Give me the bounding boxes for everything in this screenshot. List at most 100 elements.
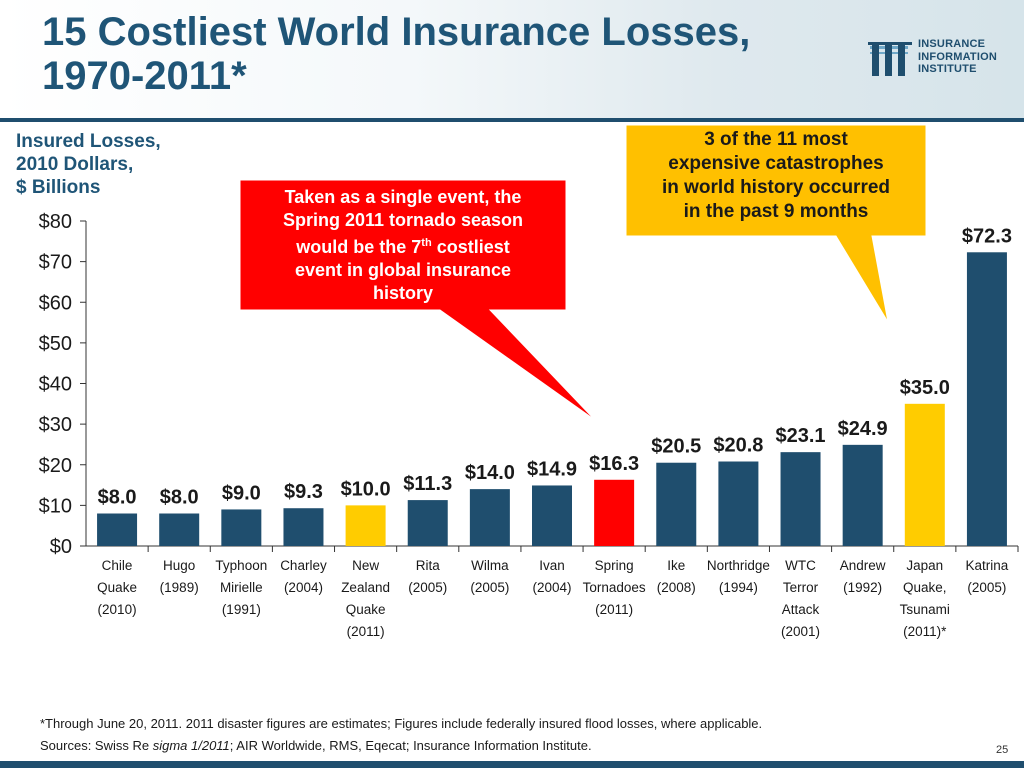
bar xyxy=(469,489,510,546)
y-tick-label: $10 xyxy=(39,495,72,517)
x-category-label: Typhoon xyxy=(215,558,267,573)
bottom-bar xyxy=(0,761,1024,768)
y-tick-label: $20 xyxy=(39,455,72,477)
bar-value-label: $20.5 xyxy=(651,436,701,458)
x-category-label: (2011) xyxy=(595,602,633,617)
bar xyxy=(283,508,324,546)
red-callout-line: history xyxy=(372,283,433,303)
red-callout-bubble xyxy=(239,179,596,421)
x-category-label: (2001) xyxy=(781,624,820,639)
footnote-text-part: ; AIR Worldwide, RMS, Eqecat; Insurance … xyxy=(229,738,592,753)
bar xyxy=(97,513,138,546)
logo-line-2: INFORMATION xyxy=(918,50,997,63)
y-tick-label: $80 xyxy=(39,211,72,233)
red-callout-line: event in global insurance xyxy=(294,260,512,280)
x-category-label: Mirielle xyxy=(220,580,263,595)
red-callout-shape xyxy=(239,179,596,421)
bar-value-label: $20.8 xyxy=(713,435,763,457)
x-category-label: Terror xyxy=(783,580,819,595)
bar-value-label: $8.0 xyxy=(98,487,137,509)
x-category-label: (2005) xyxy=(408,580,447,595)
logo-line-3: INSTITUTE xyxy=(918,63,977,75)
bar xyxy=(656,462,697,546)
y-axis-label-line: 2010 Dollars, xyxy=(16,154,134,175)
red-callout-line: Spring 2011 tornado season xyxy=(282,210,524,230)
bar xyxy=(966,252,1007,546)
y-tick-label: $60 xyxy=(39,292,72,314)
bar-value-label: $23.1 xyxy=(776,425,826,447)
bar-value-label: $8.0 xyxy=(160,487,199,509)
x-category-label: Andrew xyxy=(840,558,886,573)
x-category-label: (2011) xyxy=(347,624,385,639)
red-callout-superscript: th xyxy=(421,237,432,249)
y-axis-label-line: $ Billions xyxy=(16,177,101,198)
slide-title: 15 Costliest World Insurance Losses, 197… xyxy=(42,10,822,98)
x-category-label: New xyxy=(352,558,379,573)
x-category-label: Attack xyxy=(782,602,820,617)
red-callout-text: Taken as a single event, the Spring 2011… xyxy=(240,186,566,305)
bar-value-label: $72.3 xyxy=(962,225,1012,247)
x-category-label: Ike xyxy=(667,558,685,573)
y-tick-label: $30 xyxy=(39,414,72,436)
x-category-label: Japan xyxy=(906,558,943,573)
x-category-label: (2004) xyxy=(284,580,323,595)
x-category-label: Ivan xyxy=(539,558,565,573)
x-category-label: Quake, xyxy=(903,580,947,595)
x-category-label: (1994) xyxy=(719,580,758,595)
x-category-label: (1991) xyxy=(222,602,261,617)
y-tick-label: $40 xyxy=(39,374,72,396)
bar xyxy=(345,505,386,546)
x-category-label: Northridge xyxy=(707,558,770,573)
x-category-label: Katrina xyxy=(966,558,1009,573)
x-category-label: Tornadoes xyxy=(583,580,646,595)
x-category-label: (2010) xyxy=(98,602,137,617)
x-category-label: (2011)* xyxy=(903,624,947,639)
bar-value-label: $16.3 xyxy=(589,453,639,475)
yellow-callout-text: 3 of the 11 most expensive catastrophes … xyxy=(628,128,924,224)
red-callout-line: Taken as a single event, the xyxy=(284,187,522,207)
bar xyxy=(221,509,262,546)
bar-value-label: $14.9 xyxy=(527,458,577,480)
bar-value-label: $24.9 xyxy=(838,418,888,440)
bar-value-label: $35.0 xyxy=(900,377,950,399)
bar xyxy=(407,500,448,546)
footnote-text-part: Sources: Swiss Re xyxy=(40,738,153,753)
bar xyxy=(718,461,759,546)
page-number: 25 xyxy=(996,744,1009,756)
bar-value-label: $9.3 xyxy=(284,481,323,503)
logo-text: INSURANCE INFORMATION INSTITUTE xyxy=(918,38,997,76)
y-tick-label: $0 xyxy=(50,536,72,558)
x-category-label: (2005) xyxy=(967,580,1006,595)
yellow-callout-line: 3 of the 11 most xyxy=(704,129,848,150)
x-category-label: (1989) xyxy=(160,580,199,595)
x-category-label: Zealand xyxy=(341,580,390,595)
iii-logo: INSURANCE INFORMATION INSTITUTE xyxy=(868,36,1016,80)
x-category-label: Tsunami xyxy=(900,602,950,617)
bar xyxy=(159,513,200,546)
bar xyxy=(532,485,572,546)
header-band xyxy=(0,0,1024,118)
x-category-label: Spring xyxy=(595,558,634,573)
y-tick-label: $50 xyxy=(39,333,72,355)
bar xyxy=(904,403,945,546)
x-category-label: Charley xyxy=(280,558,327,573)
iii-logo-mark-icon xyxy=(868,42,912,76)
title-line-1: 15 Costliest World Insurance Losses, xyxy=(42,10,751,54)
x-category-label: (1992) xyxy=(843,580,882,595)
y-tick-label: $70 xyxy=(39,252,72,274)
bar xyxy=(780,452,821,546)
footnote-line-1: *Through June 20, 2011. 2011 disaster fi… xyxy=(40,716,763,731)
bar-value-label: $14.0 xyxy=(465,462,515,484)
y-axis-label: Insured Losses, 2010 Dollars, $ Billions xyxy=(16,130,161,199)
x-category-label: Rita xyxy=(416,558,440,573)
bar-value-label: $10.0 xyxy=(341,478,391,500)
bar-value-label: $9.0 xyxy=(222,482,261,504)
x-category-label: (2005) xyxy=(470,580,509,595)
footnote: *Through June 20, 2011. 2011 disaster fi… xyxy=(40,713,762,757)
x-category-label: Wilma xyxy=(471,558,509,573)
yellow-callout-line: in world history occurred xyxy=(661,177,891,198)
x-category-label: Hugo xyxy=(163,558,195,573)
header-divider xyxy=(0,118,1024,122)
red-callout-line: would be the 7th costliest xyxy=(240,232,566,259)
